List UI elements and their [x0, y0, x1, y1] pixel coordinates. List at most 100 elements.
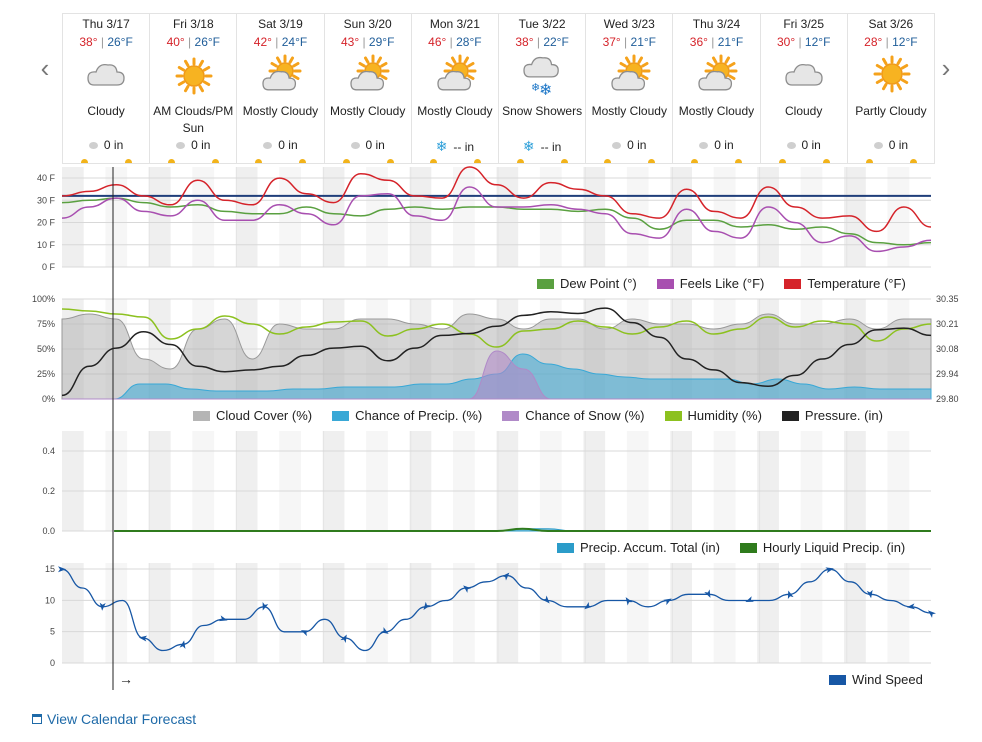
weather-icon-wrap: [586, 54, 672, 98]
panel-background: [62, 167, 931, 268]
day-column[interactable]: Thu 3/24 36° | 21°F Mostly Cloudy 0 in: [672, 13, 761, 164]
day-column[interactable]: Thu 3/17 38° | 26°F Cloudy 0 in: [62, 13, 151, 164]
wind-direction-arrow: [625, 597, 633, 606]
precip-value: -- in: [540, 140, 562, 154]
raindrop-icon: [873, 142, 883, 150]
sun-icon: [299, 159, 307, 163]
day-name: Sun 3/20: [343, 17, 392, 31]
legend-snow-chance: Chance of Snow (%): [525, 408, 645, 423]
legend-swatch: [781, 411, 799, 421]
precip-amount: ❄ -- in: [499, 138, 585, 155]
panel-background: [62, 563, 931, 664]
temp-separator: |: [620, 35, 631, 49]
low-temp: 21°F: [717, 35, 744, 49]
wind-direction-arrow: [99, 602, 106, 611]
wind-direction-arrow: [58, 566, 66, 573]
sun-icon: [691, 159, 699, 163]
wind-axis-tick: 10: [45, 595, 55, 605]
percent-axis-tick: 25%: [37, 369, 55, 379]
temp-separator: |: [446, 35, 457, 49]
legend-swatch: [739, 543, 757, 553]
sun-icon: [342, 159, 350, 163]
percent-axis-tick: 100%: [32, 294, 55, 304]
wind-direction-arrow: [423, 601, 431, 611]
precip-value: 0 in: [191, 138, 211, 152]
legend-dew-point: Dew Point (°): [560, 276, 637, 291]
wind-speed-line: [61, 568, 932, 652]
day-column[interactable]: Mon 3/21 46° | 28°F Mostly Cloudy ❄ -- in: [410, 13, 499, 164]
day-temps: 37° | 21°F: [586, 35, 672, 49]
day-temps: 43° | 29°F: [325, 35, 411, 49]
high-temp: 38°: [79, 35, 98, 49]
precip-amount: 0 in: [673, 138, 759, 152]
wind-direction-arrow: [340, 634, 347, 643]
wind-direction-arrow: [745, 596, 754, 602]
day-temps: 46° | 28°F: [412, 35, 498, 49]
condition-text: Cloudy: [87, 104, 125, 118]
legend-swatch: [557, 543, 574, 553]
temp-axis-tick: 30 F: [37, 195, 56, 205]
chevron-left-icon[interactable]: ‹: [40, 53, 50, 83]
condition-text: Mostly Cloudy: [242, 104, 319, 118]
day-column[interactable]: Sat 3/26 28° | 12°F Partly Cloudy 0 in: [846, 13, 935, 164]
temp-separator: |: [359, 35, 369, 49]
sun-icon: [81, 159, 88, 163]
day-temps: 38° | 26°F: [63, 35, 149, 49]
temp-separator: |: [882, 35, 893, 49]
precip-value: 0 in: [278, 138, 298, 152]
high-temp: 42°: [253, 35, 272, 49]
legend-wind-speed: Wind Speed: [852, 672, 923, 687]
day-name: Fri 3/18: [172, 17, 214, 31]
weather-icon-wrap: [237, 54, 323, 98]
percent-axis-tick: 50%: [37, 344, 55, 354]
wind-direction-arrow: [906, 603, 916, 610]
panel-background: [62, 431, 931, 532]
raindrop-icon: [786, 142, 796, 150]
view-calendar-link[interactable]: View Calendar Forecast: [32, 711, 196, 727]
low-temp: 22°F: [543, 35, 569, 49]
precip-value: 0 in: [888, 138, 909, 152]
pressure-axis-tick: 30.08: [936, 344, 959, 354]
wind-direction-arrow: [179, 640, 186, 649]
sun-icon: [648, 159, 656, 163]
sun-icon: [125, 159, 132, 163]
low-temp: 12°F: [804, 35, 831, 49]
wind-direction-arrow: [704, 589, 711, 598]
sunny-icon: [175, 57, 213, 95]
day-column[interactable]: Sun 3/20 43° | 29°F Mostly Cloudy 0 in: [323, 13, 412, 164]
legend-feels-like: Feels Like (°F): [679, 276, 765, 291]
raindrop-icon: [350, 142, 360, 150]
condition-text: Cloudy: [785, 104, 823, 118]
temp-separator: |: [271, 35, 282, 49]
sun-markers: [673, 157, 759, 163]
legend-swatch: [829, 675, 846, 685]
sun-markers: [499, 157, 585, 163]
legend-swatch: [502, 411, 520, 421]
raindrop-icon: [699, 142, 709, 150]
day-name: Sat 3/26: [868, 17, 914, 31]
chevron-right-icon[interactable]: ›: [941, 53, 951, 83]
wind-direction-arrow: [542, 595, 550, 604]
precip-value: 0 in: [714, 138, 734, 152]
mostly-cloudy-icon: [262, 54, 302, 91]
day-column[interactable]: Tue 3/22 38° | 22°F ❄ ❄ Snow Showers ❄ -- in: [498, 13, 587, 164]
wind-direction-arrow: [501, 572, 510, 581]
day-column[interactable]: Fri 3/18 40° | 26°F AM Clouds/PM Sun 0 in: [149, 13, 238, 164]
weather-icon-wrap: ❄ ❄: [499, 54, 585, 99]
high-temp: 30°: [776, 35, 796, 49]
raindrop-icon: [88, 142, 98, 150]
condition-text: Mostly Cloudy: [591, 104, 667, 118]
wind-axis-tick: 5: [50, 627, 55, 637]
precip-axis-tick: 0.0: [42, 526, 55, 536]
low-temp: 12°F: [892, 35, 918, 49]
partly-cloudy-icon: [873, 55, 911, 93]
day-column[interactable]: Wed 3/23 37° | 21°F Mostly Cloudy 0 in: [585, 13, 674, 164]
legend-pressure: Pressure. (in): [804, 408, 883, 423]
svg-text:❄: ❄: [531, 81, 540, 94]
mostly-cloudy-icon: [350, 54, 390, 91]
pressure-axis-tick: 30.35: [936, 294, 959, 304]
legend-precip-chance: Chance of Precip. (%): [355, 408, 483, 423]
day-column[interactable]: Sat 3/19 42° | 24°F Mostly Cloudy 0 in: [236, 13, 325, 164]
feels-like-line: [61, 186, 932, 253]
precip-value: -- in: [453, 140, 475, 154]
